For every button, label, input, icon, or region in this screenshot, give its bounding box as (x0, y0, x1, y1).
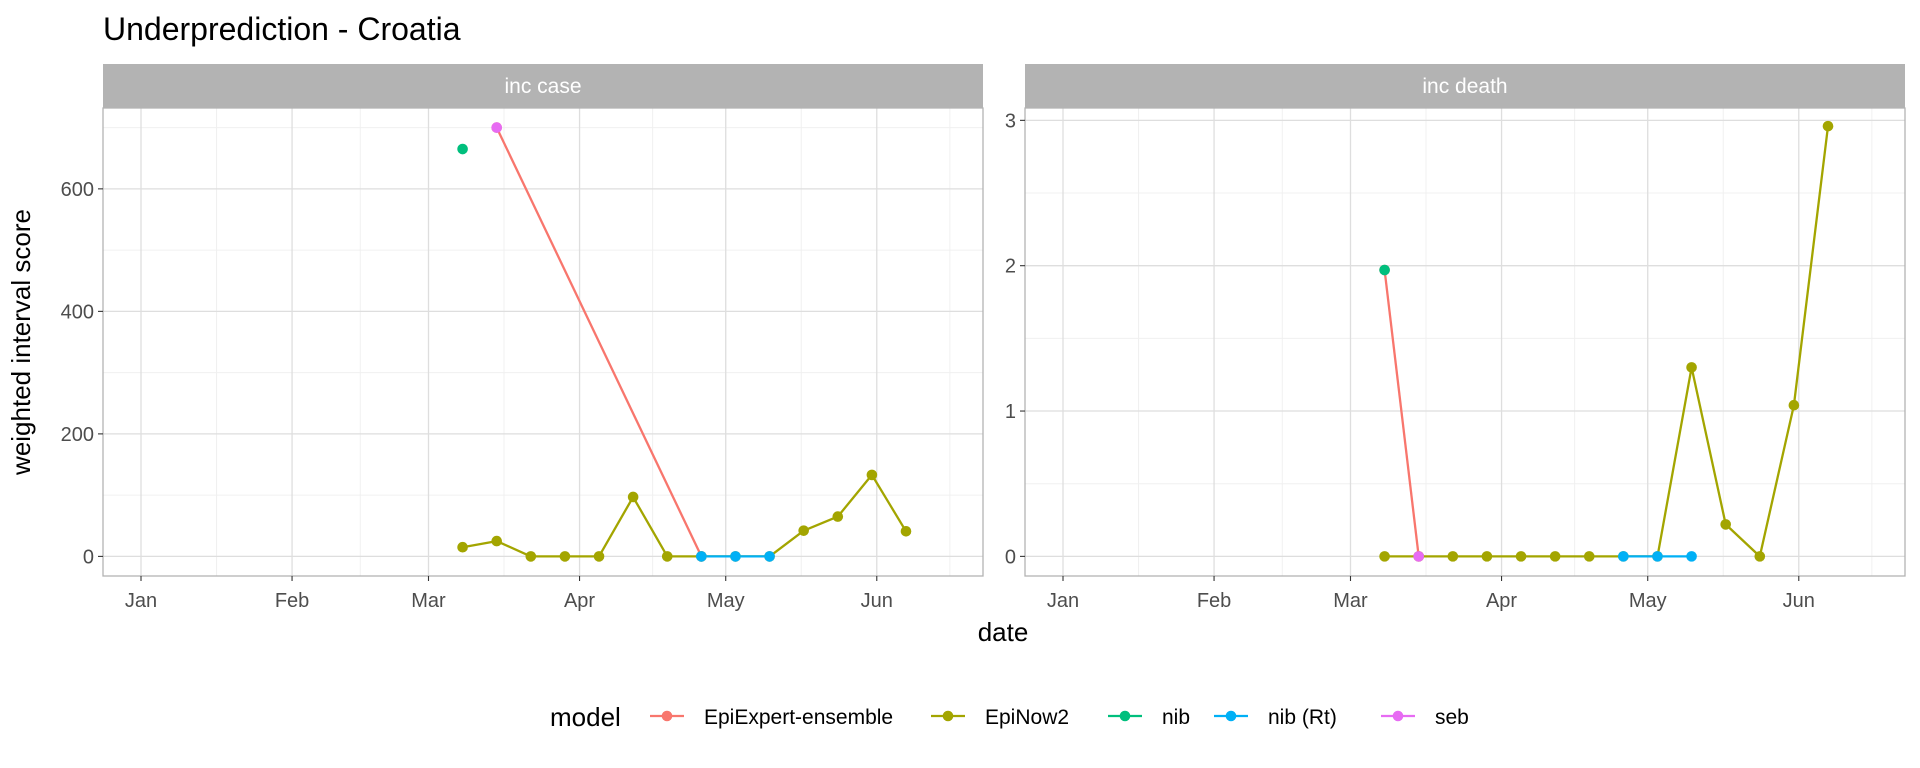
legend-title: model (550, 702, 621, 732)
legend-item-nib: nib (1108, 706, 1190, 729)
facet-strip-label: inc death (1422, 75, 1507, 98)
data-point-epinow2 (457, 541, 468, 553)
x-tick-label: May (1629, 590, 1667, 612)
data-point-epinow2 (1379, 551, 1390, 562)
data-point-epinow2 (866, 469, 878, 481)
facet-strip-label: inc case (504, 75, 581, 98)
legend: model EpiExpert-ensemble EpiNow2 nib nib (R… (550, 702, 1469, 732)
data-point-nib (1379, 264, 1390, 276)
y-tick-label: 200 (61, 424, 94, 446)
series-line-epiexpert-ensemble (495, 127, 703, 557)
data-point-seb (491, 122, 503, 133)
data-point-epinow2 (1720, 519, 1731, 530)
legend-item-label: nib (1162, 706, 1190, 729)
panel-border (102, 107, 984, 577)
data-point-epinow2 (1515, 551, 1527, 562)
x-tick-label: Mar (411, 590, 446, 612)
data-point-nib-rt- (730, 551, 741, 562)
x-tick-label: Feb (1197, 590, 1231, 612)
legend-key-point (661, 710, 673, 722)
series-line-epinow2 (462, 473, 907, 558)
series-line-epiexpert-ensemble (1383, 269, 1420, 557)
legend-item-epiexpert-ensemble: EpiExpert-ensemble (650, 706, 893, 729)
panel-inc-case: inc case 0 200 400 600 Jan Feb Mar Apr May Jun (61, 64, 984, 612)
y-tick-label: 3 (1005, 110, 1016, 132)
panel-border (1024, 107, 1906, 577)
legend-key-point (942, 710, 954, 722)
data-point-epinow2 (1822, 120, 1834, 132)
data-point-epinow2 (491, 535, 503, 547)
data-point-epinow2 (798, 525, 809, 536)
x-axis-title: date (978, 617, 1029, 647)
x-tick-label: Mar (1333, 590, 1368, 612)
data-point-epinow2 (593, 551, 605, 562)
data-point-epinow2 (1549, 551, 1561, 562)
y-tick-label: 0 (1005, 546, 1016, 568)
data-point-nib-rt- (1686, 551, 1697, 562)
data-point-epinow2 (900, 525, 912, 537)
panel-background (103, 108, 983, 576)
data-point-epinow2 (525, 551, 537, 562)
legend-item-nib-rt-: nib (Rt) (1214, 706, 1337, 729)
y-axis-title: weighted interval score (6, 209, 36, 476)
legend-item-seb: seb (1381, 706, 1469, 729)
data-point-epinow2 (559, 551, 571, 562)
data-point-epinow2 (1481, 551, 1493, 562)
x-tick-label: Jan (1047, 590, 1079, 612)
x-tick-label: May (707, 590, 745, 612)
legend-item-label: seb (1435, 706, 1469, 729)
series-line-epinow2 (1384, 126, 1830, 558)
x-tick-label: Apr (1486, 590, 1517, 612)
data-point-epinow2 (1754, 551, 1766, 562)
data-point-nib-rt- (696, 551, 707, 562)
legend-item-label: EpiNow2 (985, 706, 1069, 729)
data-point-epinow2 (1583, 551, 1595, 562)
data-point-epinow2 (1686, 362, 1697, 373)
legend-item-label: nib (Rt) (1268, 706, 1337, 729)
data-point-seb (1413, 551, 1425, 562)
x-tick-label: Feb (275, 590, 309, 612)
series-points (1379, 120, 1834, 562)
x-tick-label: Jun (861, 590, 893, 612)
panel-inc-death: inc death 0 1 2 3 Jan Feb Mar Apr May Jun (1005, 64, 1906, 612)
x-tick-label: Jun (1783, 590, 1815, 612)
x-tick-label: Apr (564, 590, 595, 612)
data-point-nib (457, 143, 468, 155)
data-point-epinow2 (661, 551, 673, 562)
data-point-epinow2 (1788, 399, 1800, 411)
legend-item-label: EpiExpert-ensemble (704, 706, 893, 729)
y-tick-label: 2 (1005, 256, 1016, 278)
facet-strip (1025, 64, 1905, 108)
legend-key-point (1119, 710, 1131, 722)
y-tick-label: 1 (1005, 401, 1016, 423)
legend-key-point (1225, 710, 1237, 722)
data-point-epinow2 (1447, 551, 1459, 562)
legend-key-point (1392, 710, 1404, 722)
data-point-nib-rt- (1618, 551, 1629, 562)
legend-item-epinow2: EpiNow2 (931, 706, 1069, 729)
data-point-epinow2 (627, 491, 639, 503)
data-point-nib-rt- (1652, 551, 1663, 562)
chart-title: Underprediction - Croatia (103, 11, 461, 47)
y-tick-label: 400 (61, 301, 94, 323)
data-point-epinow2 (832, 511, 844, 522)
panel-background (1025, 108, 1905, 576)
series-points (457, 122, 912, 562)
facet-strip (103, 64, 983, 108)
data-point-nib-rt- (764, 551, 775, 562)
y-tick-label: 600 (61, 179, 94, 201)
y-tick-label: 0 (83, 546, 94, 568)
x-tick-label: Jan (125, 590, 157, 612)
